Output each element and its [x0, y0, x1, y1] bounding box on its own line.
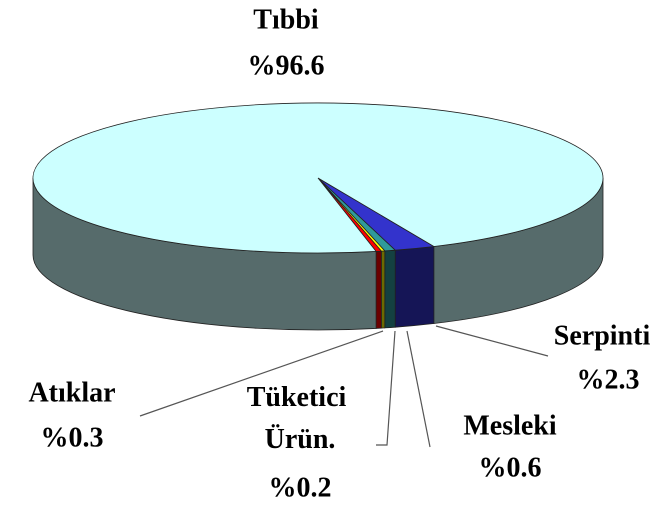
labels: Serpinti %2.3 Mesleki %0.6 Tüketici Ürün… — [28, 4, 650, 503]
value-label: %96.6 — [248, 50, 325, 81]
pie-tops — [32, 102, 604, 254]
leader-line — [406, 330, 431, 448]
slice-label: Tıbbi — [253, 4, 319, 35]
slice-side — [384, 249, 396, 329]
value-label: %0.3 — [41, 422, 104, 453]
slice-side — [375, 250, 382, 329]
pie — [32, 102, 604, 331]
slice-label: Atıklar — [28, 377, 115, 408]
slice-side — [394, 246, 435, 328]
leader-line — [139, 330, 384, 417]
slice-top — [32, 102, 604, 254]
label-line: Tüketici — [247, 382, 354, 413]
value-label: %2.3 — [577, 364, 640, 395]
leader-line — [376, 330, 396, 446]
slice-label: Tüketici Ürün. — [247, 382, 354, 455]
slice-label: Serpinti — [554, 320, 651, 351]
slice-label: Mesleki — [463, 410, 557, 441]
value-label: %0.2 — [269, 472, 332, 503]
slice-side — [380, 250, 386, 329]
leader-line — [435, 325, 549, 357]
value-label: %0.6 — [479, 452, 542, 483]
label-line: Ürün. — [265, 424, 336, 455]
